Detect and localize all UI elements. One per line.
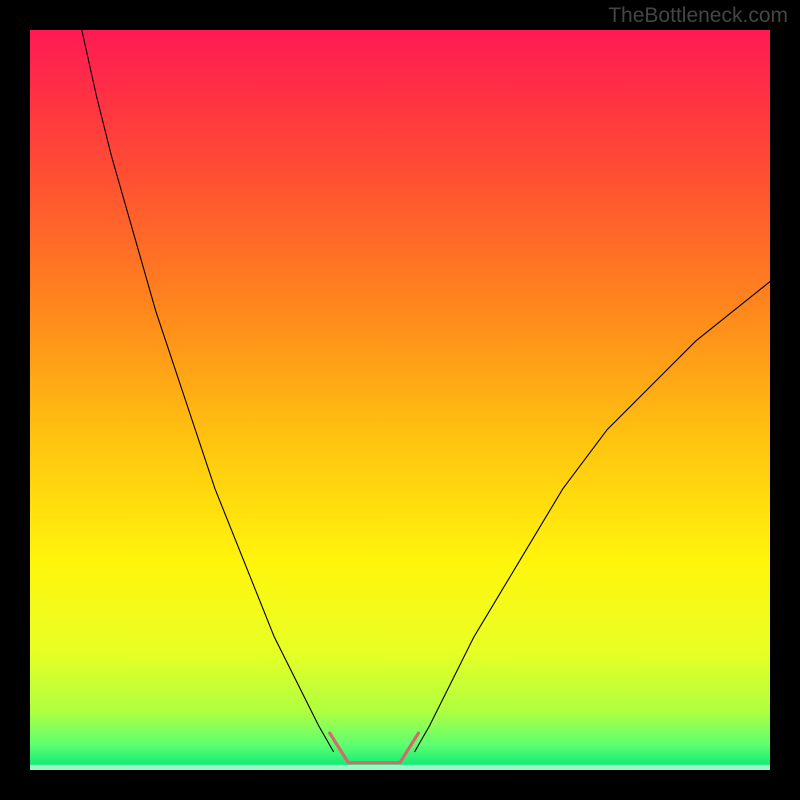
chart-background bbox=[30, 30, 770, 770]
watermark-text: TheBottleneck.com bbox=[608, 4, 788, 28]
bottleneck-chart bbox=[30, 30, 770, 770]
chart-svg bbox=[30, 30, 770, 770]
baseline-highlight bbox=[30, 765, 770, 770]
